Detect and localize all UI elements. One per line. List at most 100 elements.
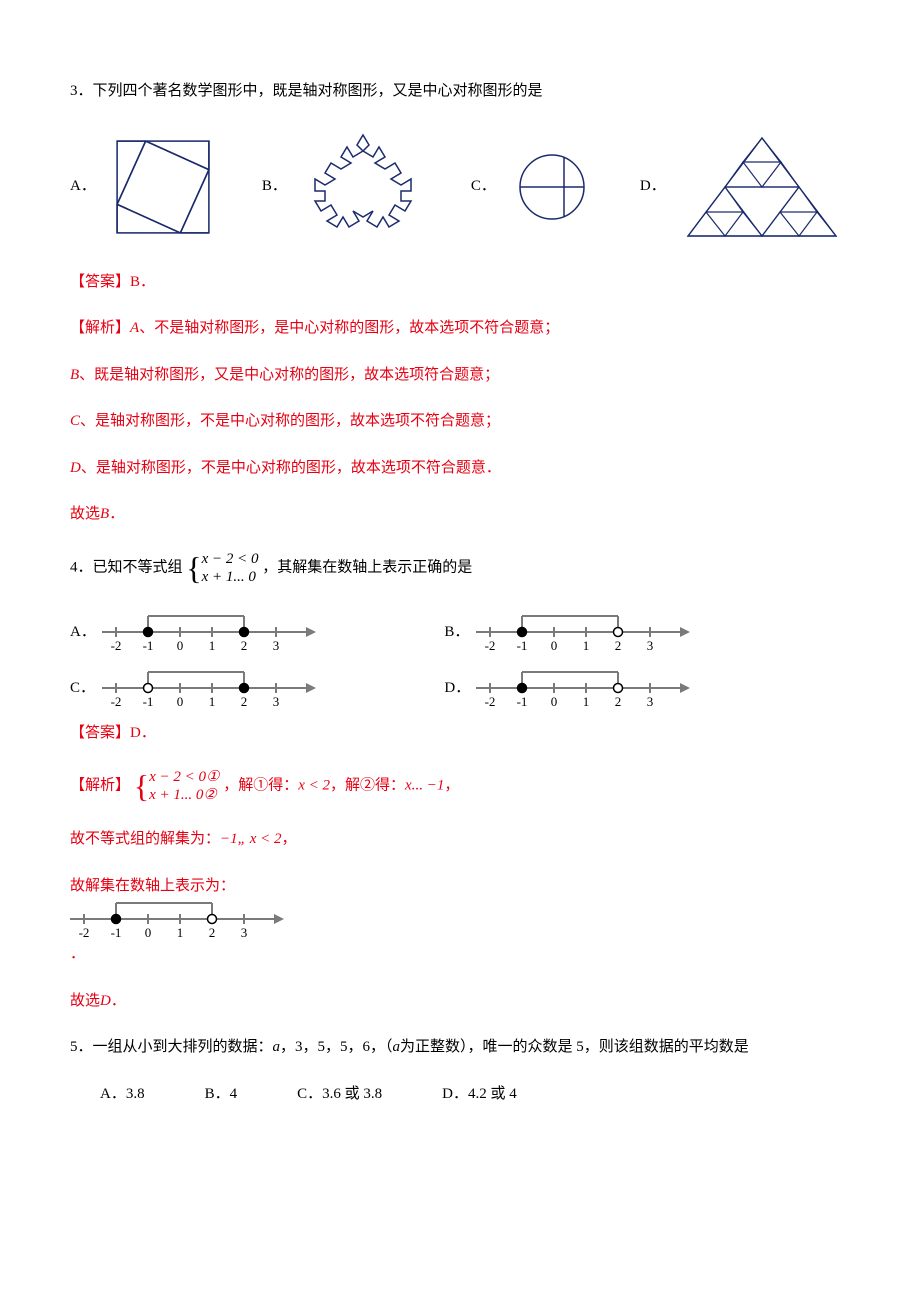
q3-line-C: 、是轴对称图形，不是中心对称的图形，故本选项不符合题意； (80, 413, 500, 429)
svg-text:3: 3 (647, 638, 654, 653)
svg-text:2: 2 (209, 925, 216, 940)
svg-text:3: 3 (241, 925, 248, 940)
svg-text:0: 0 (177, 638, 184, 653)
q5-a1: a (273, 1039, 281, 1055)
q4-choice-C: C． -2 -1 0 1 2 3 (70, 666, 444, 712)
q5-stem-mid1: ，3，5，5，6，（ (280, 1039, 393, 1055)
q3-analysis-label: 【解析】 (70, 320, 130, 336)
q4-seg1: ，解①得： (223, 777, 298, 793)
q4-eq2: x + 1... 0 (202, 568, 259, 586)
q3-fig-D (682, 132, 842, 242)
q3-analysis-A: 【解析】A、不是轴对称图形，是中心对称的图形，故本选项不符合题意； (70, 317, 850, 340)
q4-answer: 【答案】D． (70, 722, 850, 745)
svg-text:-1: -1 (143, 694, 154, 709)
q4-sol1: x < 2 (298, 777, 330, 793)
q3-conclude-prefix: 故选 (70, 506, 100, 522)
q3-line-B: 、既是轴对称图形，又是中心对称的图形，故本选项符合题意； (79, 367, 499, 383)
q5-stem-mid2: 为正整数），唯一的众数是 5，则该组数据的平均数是 (400, 1039, 749, 1055)
svg-text:2: 2 (241, 694, 248, 709)
q3-answer: 【答案】B． (70, 271, 850, 294)
q3-choices: A． B． C． (70, 127, 850, 247)
q4-choices: A． -2 -1 0 1 2 3 B． -2 -1 0 1 2 3 C． -2 -1 0 1 2 3 D． -… (70, 610, 850, 722)
q4-conclude: 故选D． (70, 990, 850, 1013)
q4-seg3: ， (444, 777, 459, 793)
q3-conclude-val: B (100, 506, 109, 522)
svg-text:2: 2 (241, 638, 248, 653)
svg-text:3: 3 (273, 638, 280, 653)
svg-text:-2: -2 (79, 925, 90, 940)
q4-solset: 故不等式组的解集为：−1„ x < 2， (70, 828, 850, 851)
q3-line-D: 、是轴对称图形，不是中心对称的图形，故本选项不符合题意． (81, 460, 501, 476)
q4-conclude-prefix: 故选 (70, 993, 100, 1009)
q4-stem-suffix: ，其解集在数轴上表示正确的是 (262, 559, 472, 575)
q4-sol2: x... −1 (405, 777, 444, 793)
q4-solset-value: −1„ x < 2 (220, 831, 282, 847)
q4-graph-end: ． (70, 946, 85, 962)
q4-conclude-val: D (100, 993, 111, 1009)
q4-solset-comma: ， (282, 831, 297, 847)
q5-a2: a (393, 1039, 401, 1055)
svg-text:3: 3 (273, 694, 280, 709)
q3-answer-value: B． (130, 274, 155, 290)
q5-stem-before: 5．一组从小到大排列的数据： (70, 1039, 273, 1055)
q4-numline-B: -2-10123 (476, 610, 690, 656)
q5-choice-C: C．3.6 或 3.8 (297, 1083, 382, 1106)
q5-choice-A: A．3.8 (100, 1083, 145, 1106)
q5-choice-B: B．4 (205, 1083, 238, 1106)
q4-label-B: B． (444, 621, 470, 644)
q4-answer-value: D． (130, 725, 156, 741)
q3-stem: 3．下列四个著名数学图形中，既是轴对称图形，又是中心对称图形的是 (70, 80, 850, 103)
q4-choice-B: B． -2-10123 (444, 610, 818, 656)
q4-answer-label: 【答案】 (70, 725, 130, 741)
q3-analysis-C: C、是轴对称图形，不是中心对称的图形，故本选项不符合题意； (70, 410, 850, 433)
svg-text:2: 2 (615, 638, 622, 653)
svg-text:-2: -2 (485, 694, 496, 709)
svg-text:0: 0 (551, 638, 558, 653)
q4-numline-ans: -2 -1 0 1 2 3 (70, 897, 850, 943)
q4-label-D: D． (444, 677, 470, 700)
q4-analysis-label: 【解析】 (70, 777, 130, 793)
q4-numline-D: -2-10123 (476, 666, 690, 712)
q5-choices: A．3.8 B．4 C．3.6 或 3.8 D．4.2 或 4 (70, 1083, 850, 1106)
q4-label-C: C． (70, 677, 96, 700)
svg-text:0: 0 (145, 925, 152, 940)
svg-text:1: 1 (209, 694, 216, 709)
q3-label-A: A． (70, 175, 96, 198)
svg-text:-1: -1 (111, 925, 122, 940)
svg-text:2: 2 (615, 694, 622, 709)
q3-analysis-B: B、既是轴对称图形，又是中心对称的图形，故本选项符合题意； (70, 364, 850, 387)
q4-eq1: x − 2 < 0 (202, 550, 259, 568)
q5-choice-D: D．4.2 或 4 (442, 1083, 517, 1106)
q3-answer-label: 【答案】 (70, 274, 130, 290)
q4-numline-C: -2 -1 0 1 2 3 (102, 666, 316, 712)
q3-conclude: 故选B． (70, 503, 850, 526)
q4-stem-prefix: 4．已知不等式组 (70, 559, 183, 575)
svg-text:-1: -1 (143, 638, 154, 653)
svg-text:-2: -2 (111, 638, 122, 653)
q3-fig-B (303, 127, 423, 247)
q3-fig-C (512, 147, 592, 227)
q4-stem: 4．已知不等式组 { x − 2 < 0 x + 1... 0 ，其解集在数轴上… (70, 550, 850, 586)
svg-text:-2: -2 (111, 694, 122, 709)
q4-solset-prefix: 故不等式组的解集为： (70, 831, 220, 847)
q3-label-D: D． (640, 175, 666, 198)
q4-seg2: ，解②得： (330, 777, 405, 793)
q5-stem: 5．一组从小到大排列的数据：a，3，5，5，6，（a为正整数），唯一的众数是 5… (70, 1036, 850, 1059)
svg-text:-1: -1 (517, 694, 528, 709)
svg-text:1: 1 (177, 925, 184, 940)
svg-text:0: 0 (551, 694, 558, 709)
q4-eq2b: x + 1... 0② (149, 786, 219, 804)
q3-analysis-D: D、是轴对称图形，不是中心对称的图形，故本选项不符合题意． (70, 457, 850, 480)
q4-choice-D: D． -2-10123 (444, 666, 818, 712)
q4-eq1b: x − 2 < 0① (149, 768, 219, 786)
svg-text:1: 1 (583, 638, 590, 653)
svg-text:3: 3 (647, 694, 654, 709)
q4-graph-prefix: 故解集在数轴上表示为： (70, 878, 235, 894)
svg-text:1: 1 (209, 638, 216, 653)
svg-text:0: 0 (177, 694, 184, 709)
q3-label-B: B． (262, 175, 287, 198)
q4-analysis-1: 【解析】 { x − 2 < 0① x + 1... 0② ，解①得：x < 2… (70, 768, 850, 804)
q3-line-A: 、不是轴对称图形，是中心对称的图形，故本选项不符合题意； (139, 320, 559, 336)
q4-label-A: A． (70, 621, 96, 644)
svg-text:-2: -2 (485, 638, 496, 653)
